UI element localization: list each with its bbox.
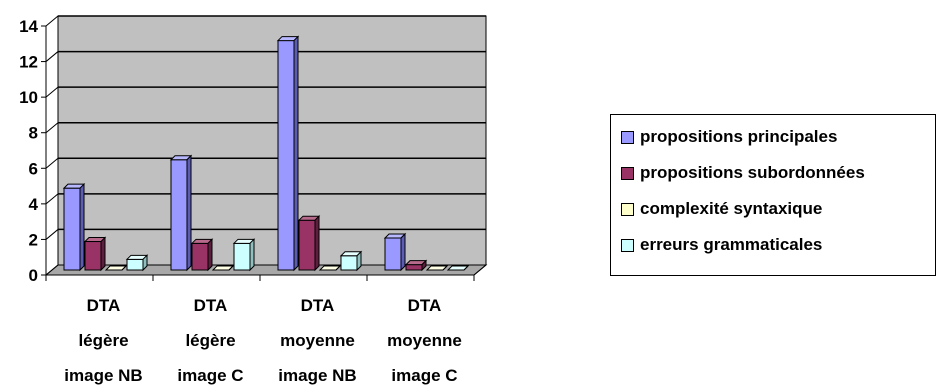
bar-front [191,242,209,271]
y-tick-label: 4 [29,195,39,214]
x-category-label-line: moyenne [387,331,462,350]
bar-side [293,35,299,272]
axes [45,26,487,281]
gridline-side [45,264,59,276]
bar-side [186,154,192,272]
gridline-side [45,157,59,169]
bar [211,265,235,271]
y-tick-label: 8 [29,124,38,143]
gridline-side [45,15,59,27]
bar-front [298,219,316,271]
x-category-label: DTA légère image NB [64,296,142,385]
x-category-label: DTA moyenne image NB [278,296,356,385]
legend-item: propositions principales [621,125,837,149]
bar-side [79,182,85,272]
bar [232,238,256,272]
y-tick-label: 10 [19,88,38,107]
y-axis-ticks: 0 2 4 6 8 10 12 14 [19,17,46,285]
bar-side [442,265,448,271]
legend-item: propositions subordonnées [621,161,865,185]
bar-side [100,236,106,272]
legend-swatch [621,202,634,216]
floor-edge [473,264,487,276]
legend-item: complexité syntaxique [621,197,822,221]
bar-side [314,214,320,272]
bar [404,259,428,272]
bar-side [400,232,406,272]
legend-label: propositions principales [640,127,838,146]
bar-side [207,238,213,272]
x-category-label-line: légère [78,331,128,350]
legend-swatch [621,238,634,252]
bar [446,265,470,271]
x-category-label-line: image NB [278,366,356,385]
y-tick-label: 0 [29,266,38,285]
x-axis-categories: DTA légère image NB DTA légère image C DTA moye… [64,296,462,385]
bars [62,35,470,272]
bar-front [277,40,295,271]
x-category-label-line: moyenne [280,331,355,350]
bar [297,214,321,272]
bar-front [170,159,188,271]
bar-side [249,238,255,272]
bar-side [228,265,234,271]
legend-label: complexité syntaxique [640,199,823,218]
bar [169,154,193,272]
x-category-label-line: image C [391,366,457,385]
y-tick-label: 12 [19,53,38,72]
gridline-side [45,122,59,134]
bar [190,238,214,272]
bar-front [405,264,423,271]
bar-side [463,265,469,271]
y-tick-label: 2 [29,230,38,249]
bar-side [142,254,148,272]
gridline-side [45,51,59,62]
x-category-label-line: image NB [64,366,142,385]
y-tick-label: 6 [29,159,38,178]
y-tick-label: 14 [19,17,38,36]
x-category-label-line: DTA [194,296,228,315]
bar-front [63,187,81,271]
legend-swatch [621,130,634,144]
bar-front [84,241,102,271]
legend-swatch [621,166,634,180]
x-category-label-line: DTA [87,296,121,315]
bar [104,265,128,271]
bar-front [340,255,358,271]
x-category-label-line: légère [185,331,235,350]
x-category-label: DTA moyenne image C [387,296,462,385]
legend: propositions principales propositions sub… [610,114,936,276]
bar [425,265,449,271]
bar [318,265,342,271]
legend-item: erreurs grammaticales [621,233,822,257]
bar-side [335,265,341,271]
bar-front [384,237,402,271]
bar [276,35,300,272]
legend-label: erreurs grammaticales [640,235,823,254]
gridlines [45,15,486,276]
bar [83,236,107,272]
x-category-label-line: DTA [408,296,442,315]
x-category-label: DTA légère image C [177,296,243,385]
bar-side [121,265,127,271]
x-category-label-line: DTA [301,296,335,315]
bar [383,232,407,272]
bar [339,250,363,272]
gridline-side [45,86,59,98]
gridline-side [45,229,59,240]
bar [62,182,86,272]
bar-front [126,258,144,271]
bar-front [233,242,251,271]
bar-side [421,259,427,272]
x-category-label-line: image C [177,366,243,385]
bar [125,254,149,272]
plot-back-wall [57,15,487,266]
bar-side [356,250,362,272]
gridline-side [45,193,59,205]
legend-label: propositions subordonnées [640,163,865,182]
